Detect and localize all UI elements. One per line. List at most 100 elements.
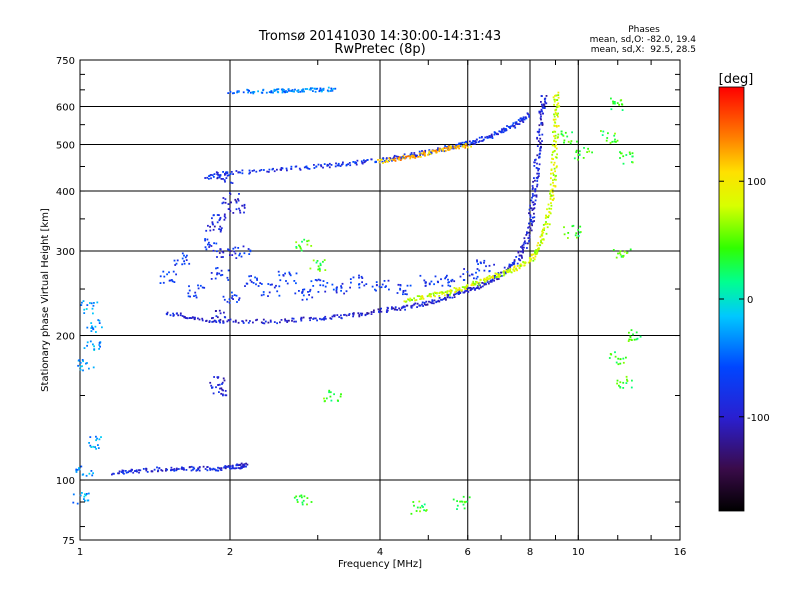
echo-point [153, 468, 156, 471]
chart-title: Tromsø 20141030 14:30:00-14:31:43 [258, 29, 501, 44]
echo-point [478, 281, 481, 284]
echo-point [288, 89, 290, 92]
echo-point [206, 238, 209, 241]
echo-point [463, 286, 466, 289]
echo-point [531, 224, 533, 227]
echo-point [537, 169, 540, 172]
echo-point [555, 113, 557, 115]
echo-point [327, 86, 330, 89]
echo-point [220, 229, 222, 231]
echo-point [547, 203, 550, 206]
echo-points [72, 86, 642, 515]
echo-point [502, 270, 505, 273]
echo-point [316, 319, 318, 322]
echo-point [442, 298, 445, 300]
echo-point [478, 269, 481, 272]
echo-point [302, 88, 304, 91]
echo-point [521, 120, 524, 122]
echo-point [250, 281, 253, 283]
echo-point [168, 271, 170, 274]
echo-point [324, 269, 327, 271]
echo-point [135, 469, 138, 472]
echo-point [307, 291, 309, 293]
echo-point [196, 469, 198, 471]
echo-point [81, 359, 84, 361]
echo-point [300, 319, 303, 322]
trace-low-frequency-echoes [72, 300, 103, 505]
echo-point [215, 315, 218, 317]
echo-point [618, 103, 620, 106]
echo-point [534, 158, 537, 161]
echo-point [197, 317, 199, 320]
echo-point [542, 228, 544, 231]
echo-point [500, 271, 502, 274]
echo-point [508, 263, 511, 266]
echo-point [463, 287, 466, 290]
echo-point [176, 259, 179, 262]
echo-point [243, 204, 246, 207]
echo-point [224, 173, 227, 175]
echo-point [532, 180, 534, 183]
echo-point [442, 149, 444, 152]
echo-point [465, 140, 468, 143]
echo-point [468, 143, 471, 146]
echo-point [483, 259, 486, 262]
echo-point [81, 301, 83, 304]
echo-point [229, 210, 232, 212]
y-tick-label: 100 [56, 476, 75, 487]
echo-point [528, 114, 530, 116]
echo-point [208, 174, 211, 177]
echo-point [494, 274, 496, 277]
echo-point [299, 247, 302, 250]
echo-point [193, 467, 196, 470]
echo-point [269, 319, 272, 322]
echo-point [216, 177, 219, 180]
echo-point [312, 259, 315, 262]
echo-point [462, 503, 465, 506]
echo-point [483, 269, 486, 272]
echo-point [619, 381, 622, 384]
echo-point [631, 339, 633, 341]
echo-point [134, 470, 136, 472]
echo-point [478, 136, 481, 139]
echo-point [276, 290, 279, 293]
echo-point [183, 260, 185, 263]
echo-point [235, 201, 238, 204]
echo-point [374, 160, 377, 163]
echo-point [166, 468, 168, 471]
echo-point [205, 229, 208, 232]
echo-point [413, 303, 416, 306]
chart-subtitle: RwPretec (8p) [334, 42, 425, 57]
echo-point [398, 158, 400, 161]
echo-point [302, 288, 304, 291]
echo-point [378, 285, 381, 288]
echo-point [319, 262, 322, 265]
echo-point [461, 286, 464, 288]
echo-point [551, 144, 554, 147]
echo-point [507, 267, 510, 270]
echo-point [248, 253, 251, 255]
echo-point [242, 322, 245, 324]
echo-point [84, 499, 86, 502]
echo-point [614, 138, 616, 141]
echo-point [423, 301, 426, 304]
echo-point [361, 162, 364, 165]
echo-point [90, 327, 93, 329]
echo-point [541, 110, 543, 113]
echo-point [446, 146, 448, 148]
echo-point [296, 499, 299, 501]
echo-point [267, 295, 269, 297]
echo-point [591, 151, 593, 154]
echo-point [406, 155, 409, 158]
echo-point [457, 145, 459, 148]
echo-point [553, 140, 555, 142]
echo-point [246, 282, 249, 285]
echo-point [566, 135, 569, 138]
y-tick-label: 75 [62, 536, 75, 547]
y-tick-label: 200 [56, 332, 75, 343]
echo-point [247, 248, 250, 250]
echo-point [611, 140, 614, 143]
echo-point [366, 313, 369, 315]
echo-point [537, 140, 540, 142]
echo-point [512, 268, 515, 271]
